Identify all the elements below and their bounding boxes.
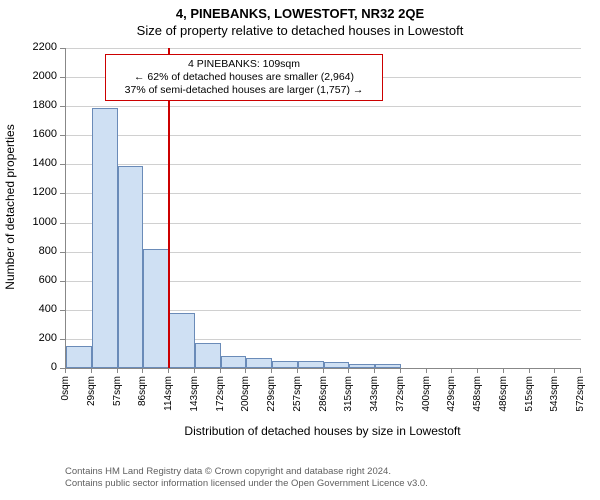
x-tick-label: 400sqm <box>421 376 432 426</box>
gridline-h <box>66 135 581 136</box>
y-tick-label: 2000 <box>23 70 57 82</box>
y-tick-mark <box>60 281 65 282</box>
x-tick-label: 229sqm <box>266 376 277 426</box>
y-tick-mark <box>60 223 65 224</box>
x-tick-label: 200sqm <box>240 376 251 426</box>
x-tick-label: 343sqm <box>369 376 380 426</box>
gridline-h <box>66 193 581 194</box>
x-tick-label: 543sqm <box>549 376 560 426</box>
x-tick-mark <box>400 368 401 373</box>
y-tick-mark <box>60 48 65 49</box>
y-tick-label: 400 <box>23 303 57 315</box>
histogram-bar <box>221 356 247 368</box>
y-tick-label: 600 <box>23 274 57 286</box>
x-tick-mark <box>451 368 452 373</box>
x-tick-mark <box>91 368 92 373</box>
chart-container: 4, PINEBANKS, LOWESTOFT, NR32 2QE Size o… <box>0 0 600 500</box>
histogram-bar <box>66 346 92 368</box>
gridline-h <box>66 223 581 224</box>
x-tick-label: 372sqm <box>395 376 406 426</box>
x-tick-mark <box>117 368 118 373</box>
x-tick-mark <box>65 368 66 373</box>
x-tick-label: 515sqm <box>524 376 535 426</box>
footer-line-2: Contains public sector information licen… <box>65 478 428 490</box>
y-tick-label: 0 <box>23 361 57 373</box>
x-tick-mark <box>374 368 375 373</box>
annotation-line-2: ← 62% of detached houses are smaller (2,… <box>112 71 376 84</box>
x-tick-mark <box>271 368 272 373</box>
y-tick-mark <box>60 106 65 107</box>
x-tick-label: 29sqm <box>86 376 97 426</box>
x-tick-label: 429sqm <box>446 376 457 426</box>
histogram-bar <box>143 249 169 368</box>
y-tick-label: 800 <box>23 245 57 257</box>
x-tick-label: 0sqm <box>60 376 71 426</box>
x-tick-label: 114sqm <box>163 376 174 426</box>
x-tick-mark <box>503 368 504 373</box>
y-tick-mark <box>60 252 65 253</box>
gridline-h <box>66 106 581 107</box>
y-axis-label: Number of detached properties <box>3 107 17 307</box>
y-tick-mark <box>60 339 65 340</box>
y-tick-label: 1200 <box>23 186 57 198</box>
x-tick-label: 486sqm <box>498 376 509 426</box>
x-tick-label: 257sqm <box>292 376 303 426</box>
y-tick-mark <box>60 310 65 311</box>
x-tick-label: 315sqm <box>343 376 354 426</box>
gridline-h <box>66 48 581 49</box>
y-tick-label: 200 <box>23 332 57 344</box>
histogram-bar <box>169 313 195 368</box>
histogram-bar <box>118 166 144 368</box>
x-tick-label: 143sqm <box>189 376 200 426</box>
y-tick-label: 2200 <box>23 41 57 53</box>
annotation-box: 4 PINEBANKS: 109sqm ← 62% of detached ho… <box>105 54 383 101</box>
page-title: 4, PINEBANKS, LOWESTOFT, NR32 2QE <box>0 0 600 21</box>
x-tick-mark <box>323 368 324 373</box>
y-tick-mark <box>60 135 65 136</box>
x-axis-label: Distribution of detached houses by size … <box>65 424 580 438</box>
histogram-bar <box>272 361 298 368</box>
x-tick-label: 572sqm <box>575 376 586 426</box>
x-tick-label: 57sqm <box>112 376 123 426</box>
y-tick-label: 1800 <box>23 99 57 111</box>
y-tick-label: 1600 <box>23 128 57 140</box>
footer-line-1: Contains HM Land Registry data © Crown c… <box>65 466 428 478</box>
histogram-bar <box>324 362 350 368</box>
page-subtitle: Size of property relative to detached ho… <box>0 21 600 38</box>
x-tick-mark <box>348 368 349 373</box>
x-tick-label: 458sqm <box>472 376 483 426</box>
annotation-line-3: 37% of semi-detached houses are larger (… <box>112 84 376 97</box>
x-tick-label: 86sqm <box>137 376 148 426</box>
x-tick-label: 172sqm <box>215 376 226 426</box>
y-tick-mark <box>60 193 65 194</box>
x-tick-mark <box>142 368 143 373</box>
y-tick-label: 1400 <box>23 157 57 169</box>
x-tick-mark <box>580 368 581 373</box>
histogram-bar <box>298 361 324 368</box>
y-tick-label: 1000 <box>23 216 57 228</box>
histogram-bar <box>375 364 401 368</box>
histogram-bar <box>349 364 375 368</box>
x-tick-mark <box>194 368 195 373</box>
x-tick-mark <box>245 368 246 373</box>
histogram-bar <box>246 358 272 368</box>
x-tick-mark <box>477 368 478 373</box>
x-tick-mark <box>297 368 298 373</box>
histogram-bar <box>92 108 118 368</box>
x-tick-mark <box>529 368 530 373</box>
y-tick-mark <box>60 77 65 78</box>
y-tick-mark <box>60 164 65 165</box>
footer-attribution: Contains HM Land Registry data © Crown c… <box>65 466 428 491</box>
x-tick-label: 286sqm <box>318 376 329 426</box>
histogram-bar <box>195 343 221 368</box>
annotation-line-1: 4 PINEBANKS: 109sqm <box>112 58 376 71</box>
x-tick-mark <box>426 368 427 373</box>
x-tick-mark <box>554 368 555 373</box>
x-tick-mark <box>168 368 169 373</box>
gridline-h <box>66 164 581 165</box>
x-tick-mark <box>220 368 221 373</box>
